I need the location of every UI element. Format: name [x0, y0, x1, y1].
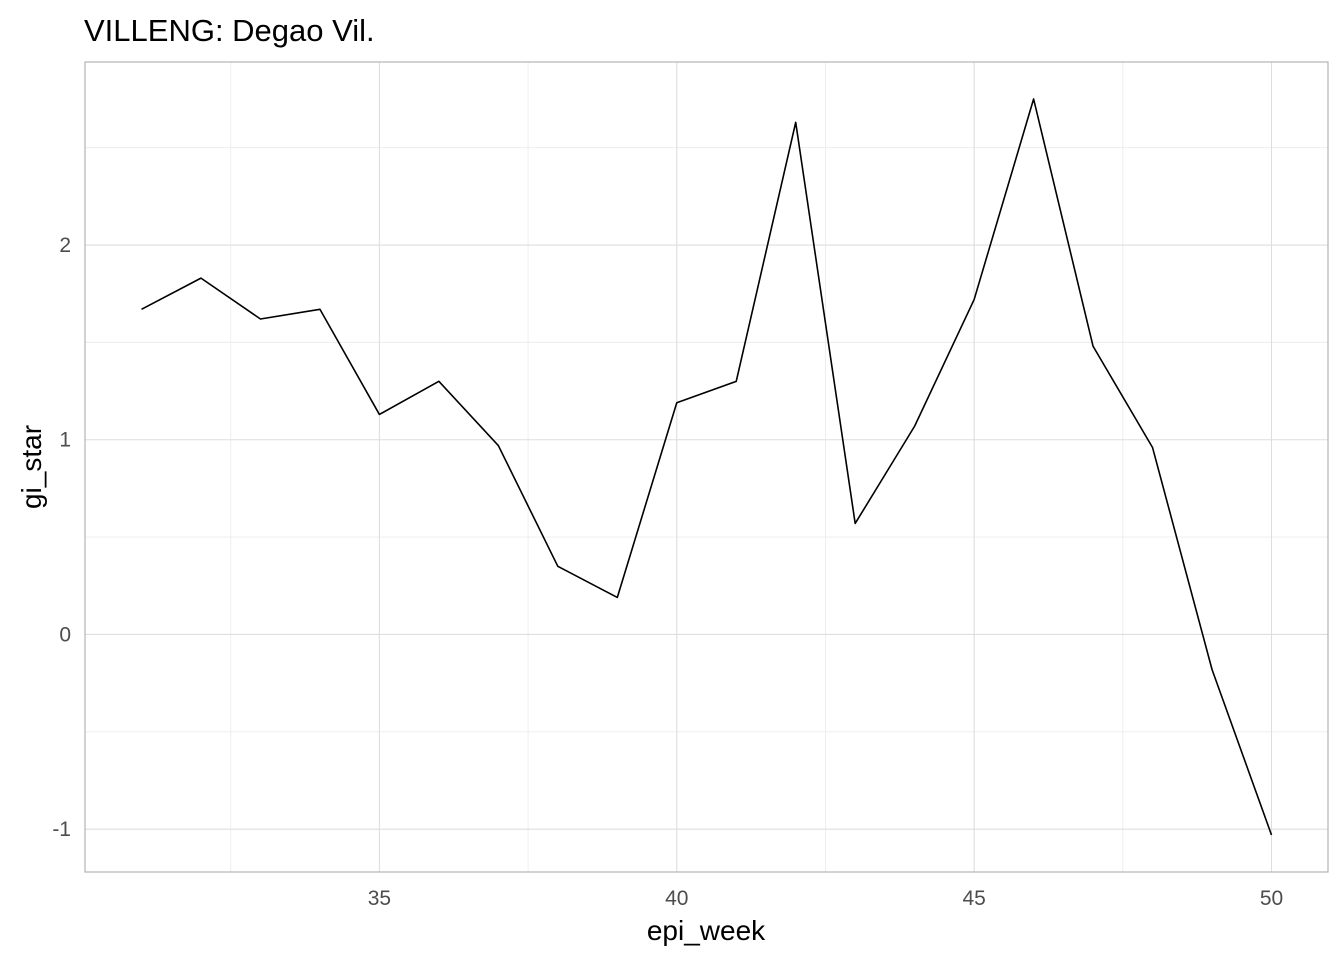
y-tick-label: 0: [59, 623, 71, 646]
x-axis-title: epi_week: [647, 915, 766, 946]
series-line: [141, 98, 1273, 836]
x-tick-label: 45: [962, 887, 985, 910]
x-tick-label: 50: [1260, 887, 1283, 910]
y-tick-label: -1: [52, 818, 71, 841]
x-axis-ticks: 35 40 45 50: [368, 887, 1283, 910]
panel-border: [84, 61, 1329, 873]
x-tick-label: 40: [665, 887, 688, 910]
x-tick-label: 35: [368, 887, 391, 910]
chart-title: VILLENG: Degao Vil.: [84, 13, 375, 48]
y-tick-label: 1: [59, 429, 71, 452]
y-axis-ticks: -1 0 1 2: [52, 234, 71, 841]
y-tick-label: 2: [59, 234, 71, 257]
grid: [85, 62, 1328, 872]
y-axis-title: gi_star: [16, 425, 47, 509]
